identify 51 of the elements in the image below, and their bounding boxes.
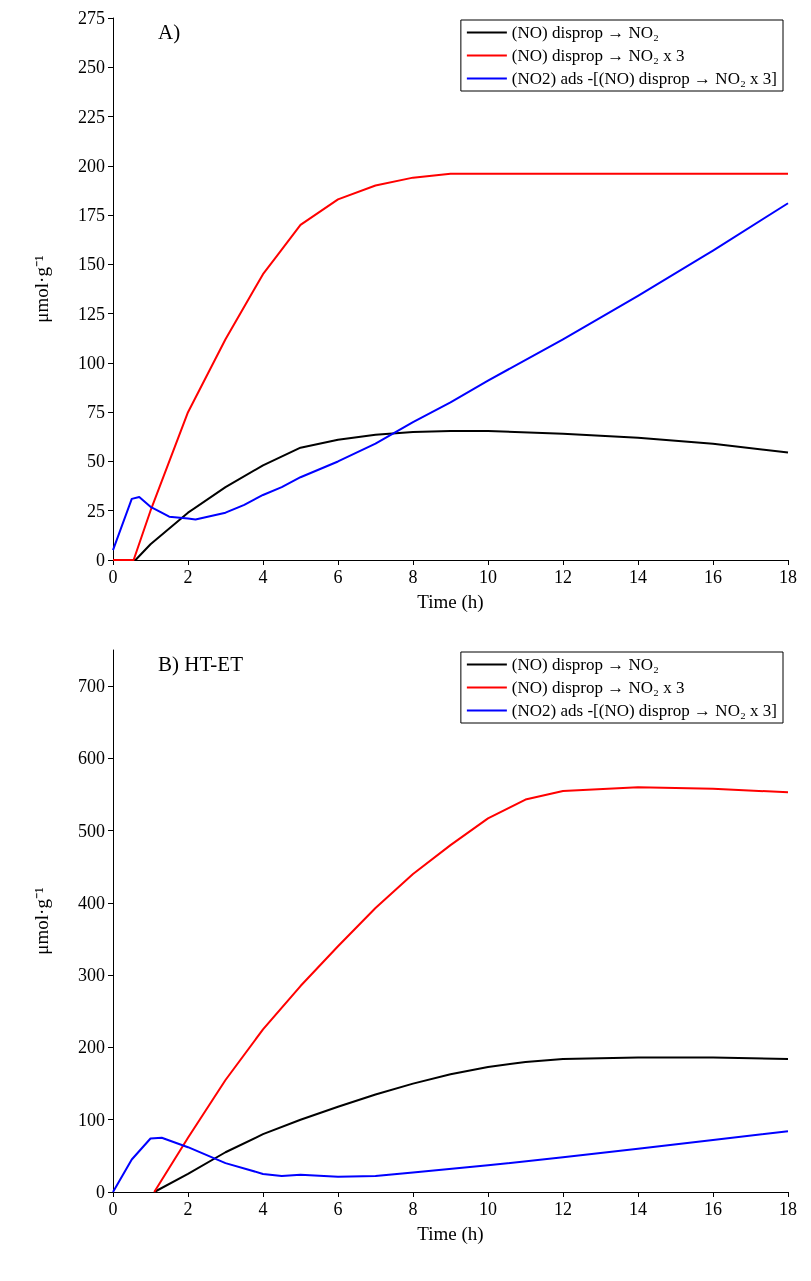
legend-label: (NO2) ads -[(NO) disprop → NO₂ x 3] (511, 701, 778, 720)
x-tick-label: 2 (183, 567, 193, 587)
y-tick-label: 275 (78, 8, 105, 28)
y-tick-label: 600 (78, 748, 105, 769)
legend-label: (NO) disprop → NO₂ (511, 655, 659, 674)
x-tick-label: 14 (629, 567, 647, 587)
x-tick-label: 4 (258, 567, 268, 587)
y-tick-label: 200 (78, 1037, 105, 1058)
y-tick-label: 500 (78, 820, 105, 841)
x-tick-label: 8 (408, 567, 418, 587)
legend-label: (NO) disprop → NO₂ x 3 (511, 46, 685, 65)
line-series (153, 786, 789, 1193)
y-tick-label: 100 (78, 1109, 105, 1130)
x-tick-label: 18 (779, 567, 797, 587)
x-tick-label: 6 (333, 1199, 343, 1219)
y-axis-title: μmol·g⁻¹ (31, 255, 52, 323)
y-tick-label: 50 (87, 451, 105, 472)
y-tick-label: 250 (78, 57, 105, 78)
y-tick-label: 700 (78, 676, 105, 697)
y-tick-label: 125 (78, 303, 105, 324)
legend-label: (NO) disprop → NO₂ x 3 (511, 678, 685, 697)
y-tick-label: 100 (78, 352, 105, 373)
chart-title: B) HT-ET (158, 651, 244, 676)
legend-label: (NO) disprop → NO₂ (511, 23, 659, 42)
y-tick-label: 400 (78, 892, 105, 913)
y-tick-label: 300 (78, 965, 105, 986)
x-tick-label: 2 (183, 1199, 193, 1219)
y-tick-label: 0 (96, 1182, 105, 1202)
x-tick-label: 8 (408, 1199, 418, 1219)
x-tick-label: 4 (258, 1199, 268, 1219)
x-tick-label: 16 (704, 1199, 722, 1219)
y-tick-label: 225 (78, 106, 105, 127)
x-axis-title: Time (h) (417, 591, 484, 613)
y-tick-label: 200 (78, 155, 105, 176)
y-tick-label: 150 (78, 254, 105, 275)
y-axis-title: μmol·g⁻¹ (31, 887, 52, 955)
x-tick-label: 12 (554, 567, 572, 587)
x-tick-label: 16 (704, 567, 722, 587)
x-tick-label: 10 (479, 567, 497, 587)
y-tick-label: 25 (87, 500, 105, 521)
x-tick-label: 18 (779, 1199, 797, 1219)
y-tick-label: 0 (96, 550, 105, 570)
y-tick-label: 175 (78, 205, 105, 226)
x-tick-label: 10 (479, 1199, 497, 1219)
x-tick-label: 14 (629, 1199, 647, 1219)
x-tick-label: 6 (333, 567, 343, 587)
chart-title: A) (158, 19, 181, 44)
legend-label: (NO2) ads -[(NO) disprop → NO₂ x 3] (511, 69, 778, 88)
y-tick-label: 75 (87, 402, 105, 423)
x-axis-title: Time (h) (417, 1223, 484, 1245)
x-tick-label: 12 (554, 1199, 572, 1219)
